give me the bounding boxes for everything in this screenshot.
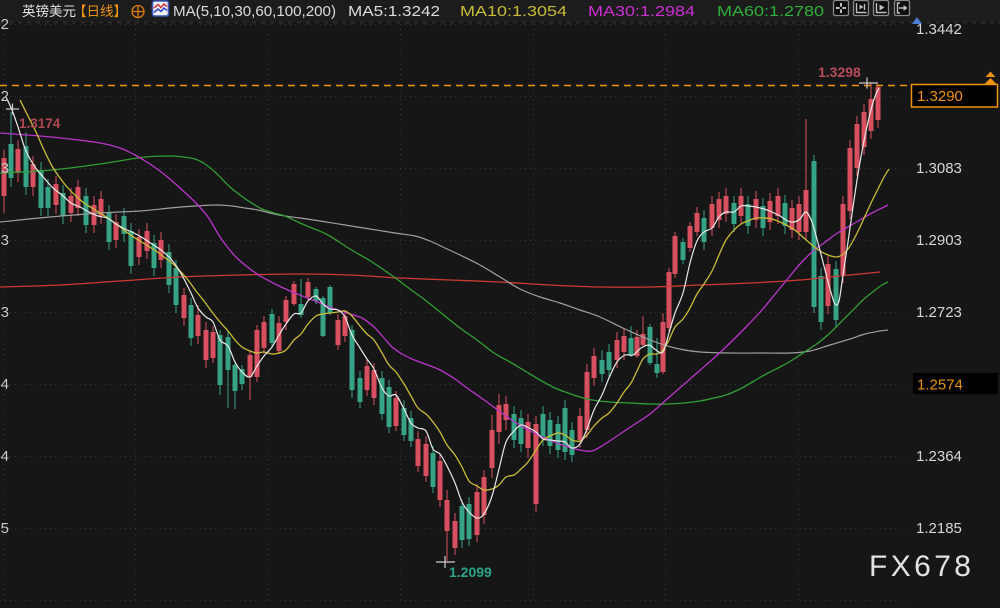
svg-text:MA(5,10,30,60,100,200): MA(5,10,30,60,100,200) — [173, 3, 336, 20]
svg-text:MA5:1.3242: MA5:1.3242 — [348, 3, 440, 20]
svg-text:4: 4 — [1, 448, 9, 465]
svg-text:【日线】: 【日线】 — [73, 4, 127, 19]
svg-text:FX678: FX678 — [869, 550, 974, 583]
svg-text:3: 3 — [1, 232, 9, 249]
svg-text:2: 2 — [1, 88, 9, 105]
svg-text:1.2185: 1.2185 — [916, 520, 962, 537]
svg-text:1.2099: 1.2099 — [449, 564, 492, 580]
svg-text:3: 3 — [1, 304, 9, 321]
svg-text:4: 4 — [1, 376, 9, 393]
svg-text:1.3083: 1.3083 — [916, 160, 962, 177]
svg-text:5: 5 — [1, 520, 9, 537]
svg-text:1.2574: 1.2574 — [917, 377, 963, 394]
svg-text:1.3298: 1.3298 — [818, 64, 861, 80]
svg-text:MA60:1.2780: MA60:1.2780 — [717, 3, 824, 20]
svg-text:1.3442: 1.3442 — [916, 21, 962, 38]
svg-text:1.2723: 1.2723 — [916, 304, 962, 321]
svg-text:MA10:1.3054: MA10:1.3054 — [460, 3, 567, 20]
svg-text:MA30:1.2984: MA30:1.2984 — [588, 3, 695, 20]
svg-text:3: 3 — [1, 160, 9, 177]
svg-text:1.2903: 1.2903 — [916, 232, 962, 249]
svg-text:2: 2 — [1, 16, 9, 33]
svg-text:英镑美元: 英镑美元 — [22, 3, 76, 19]
svg-text:1.2364: 1.2364 — [916, 448, 962, 465]
svg-text:1.3290: 1.3290 — [917, 88, 963, 105]
svg-text:1.3174: 1.3174 — [19, 116, 61, 131]
